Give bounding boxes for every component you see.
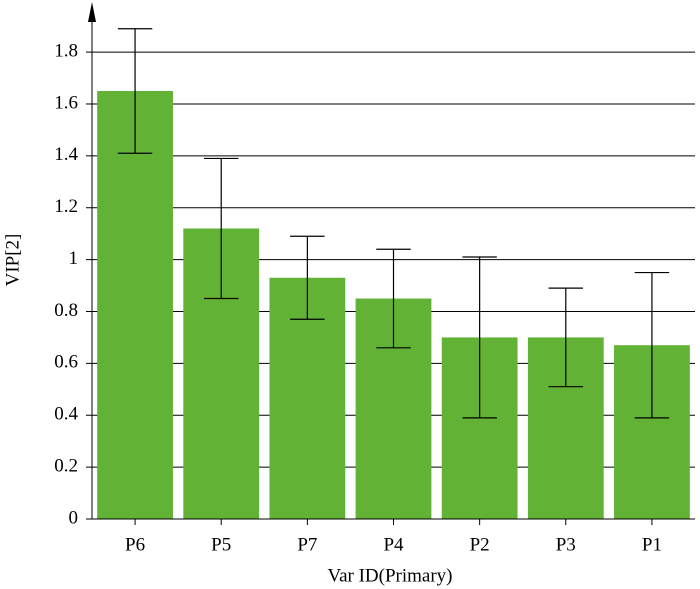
y-tick-label: 1 (69, 248, 79, 269)
x-tick-label: P2 (470, 534, 490, 555)
y-tick-label: 1.6 (54, 92, 78, 113)
x-tick-label: P1 (642, 534, 662, 555)
y-tick-label: 1.8 (54, 40, 78, 61)
axis-arrow (88, 2, 96, 22)
y-axis-label: VIP[2] (2, 234, 23, 287)
x-tick-label: P5 (211, 534, 231, 555)
y-tick-label: 1.4 (54, 144, 78, 165)
x-tick-label: P4 (383, 534, 404, 555)
y-tick-label: 0.4 (54, 404, 78, 425)
y-tick-label: 1.2 (54, 196, 78, 217)
x-tick-label: P7 (297, 534, 317, 555)
x-tick-label: P3 (556, 534, 576, 555)
bar (97, 91, 173, 520)
y-tick-label: 0.8 (54, 300, 78, 321)
y-tick-label: 0.6 (54, 352, 78, 373)
x-axis-label: Var ID(Primary) (327, 565, 452, 586)
y-tick-label: 0 (69, 507, 79, 528)
x-tick-label: P6 (125, 534, 145, 555)
y-tick-label: 0.2 (54, 455, 78, 476)
